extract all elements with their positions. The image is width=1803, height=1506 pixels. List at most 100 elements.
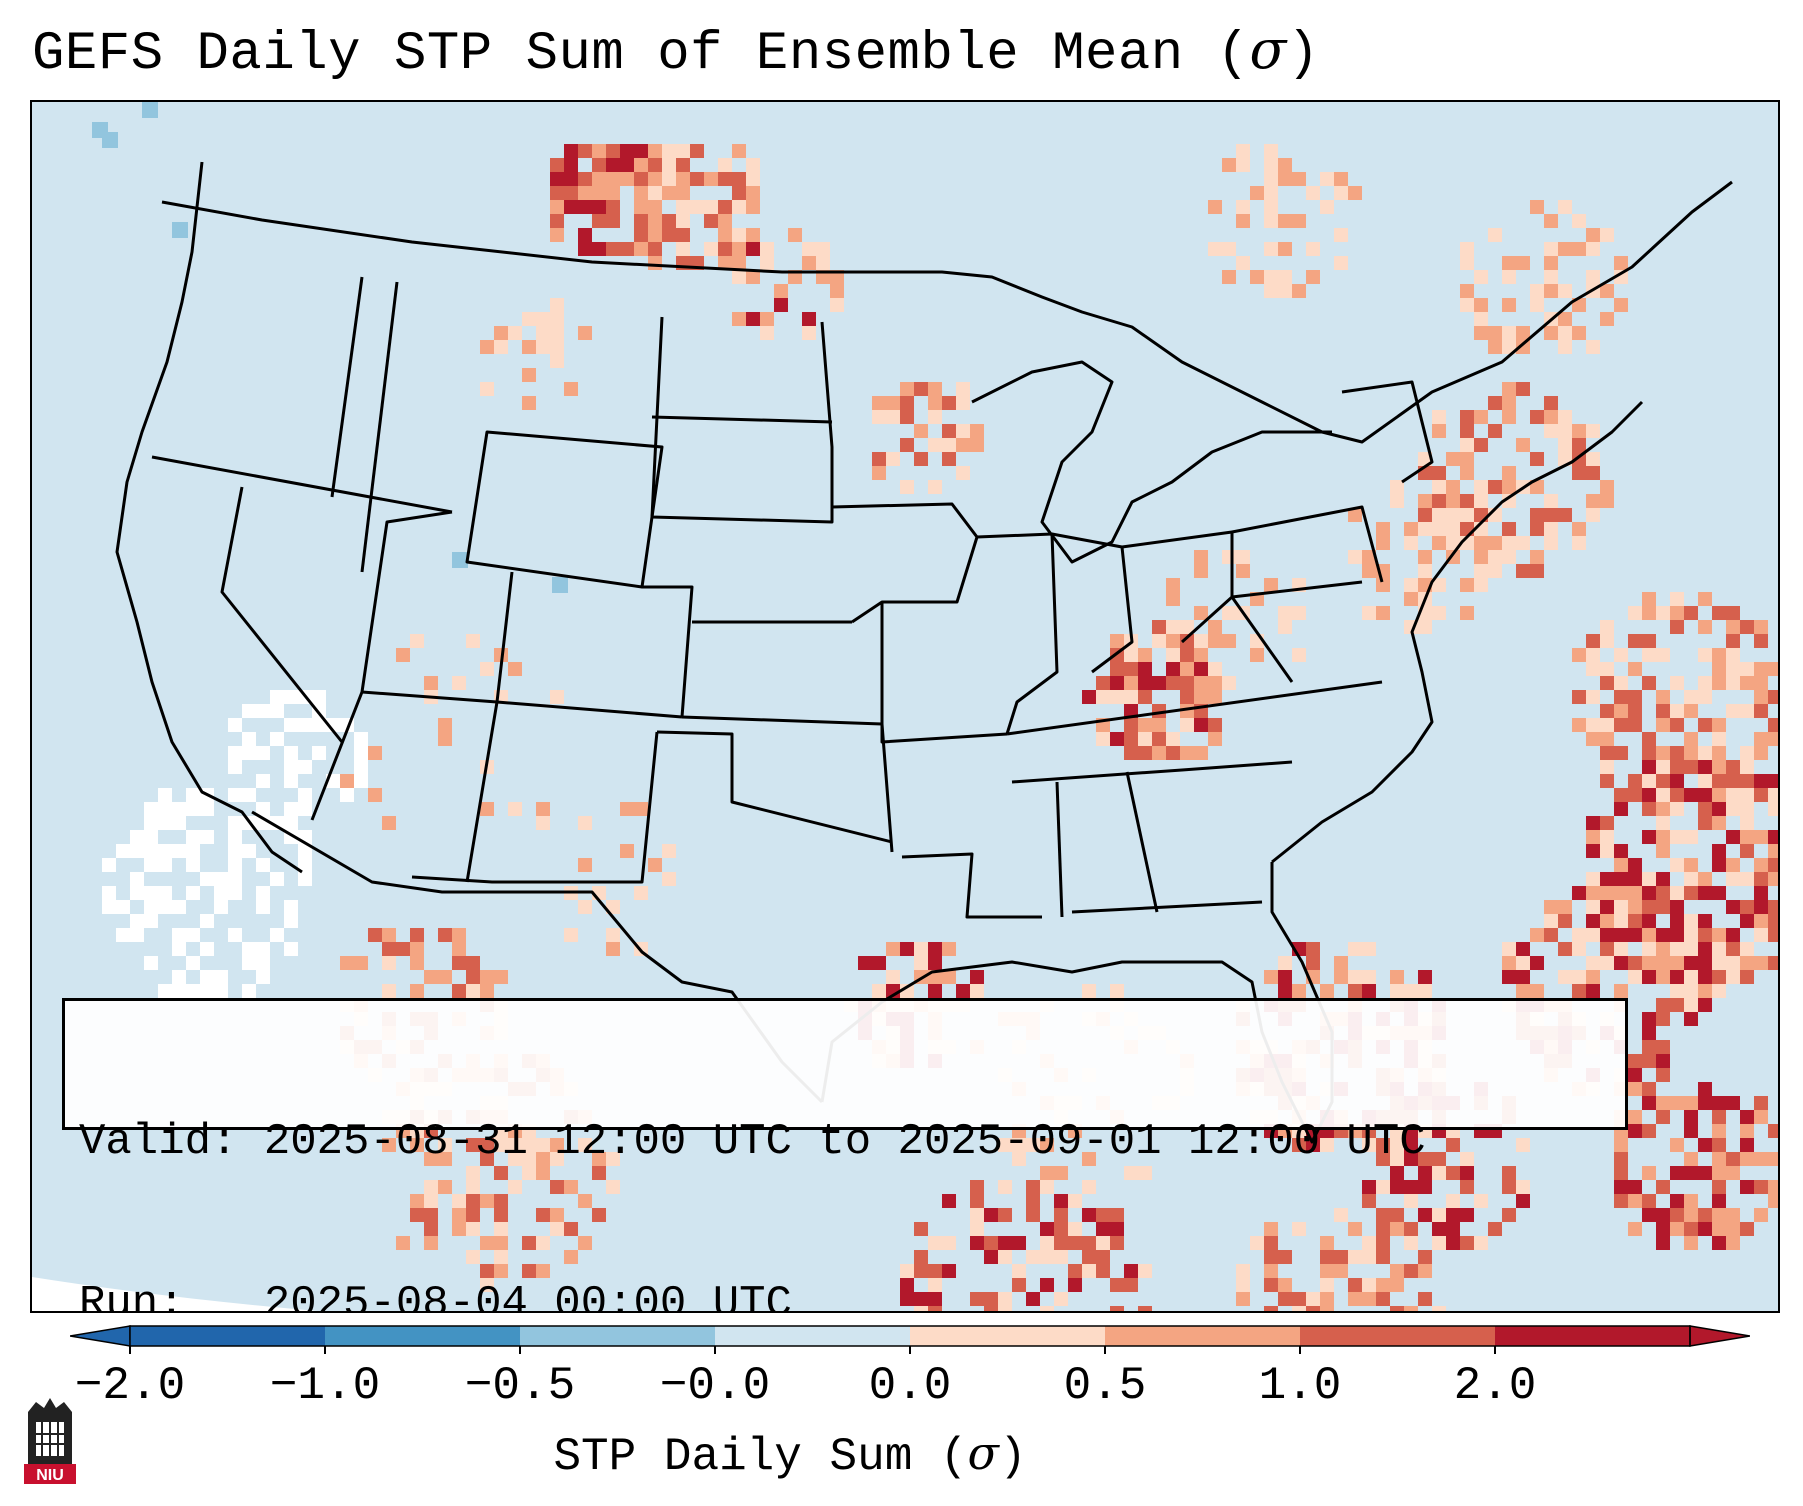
grid-cell: [1138, 676, 1152, 690]
grid-cell: [480, 382, 494, 396]
grid-cell: [1348, 1250, 1362, 1264]
grid-cell: [1418, 522, 1432, 536]
grid-cell: [606, 1152, 620, 1166]
grid-cell: [1404, 578, 1418, 592]
grid-cell: [592, 214, 606, 228]
grid-cell: [1544, 396, 1558, 410]
grid-cell: [242, 956, 256, 970]
chart-title: GEFS Daily STP Sum of Ensemble Mean (σ): [32, 18, 1320, 85]
grid-cell: [1614, 1194, 1628, 1208]
grid-cell: [1712, 1124, 1726, 1138]
grid-cell: [1138, 746, 1152, 760]
grid-cell: [200, 802, 214, 816]
grid-cell: [1488, 228, 1502, 242]
grid-cell: [970, 438, 984, 452]
grid-cell: [1446, 508, 1460, 522]
grid-cell: [1600, 228, 1614, 242]
grid-cell: [1110, 1306, 1124, 1311]
grid-cell: [788, 228, 802, 242]
grid-cell: [578, 172, 592, 186]
grid-cell: [480, 1194, 494, 1208]
grid-cell: [718, 172, 732, 186]
grid-cell: [1614, 1152, 1628, 1166]
grid-cell: [886, 970, 900, 984]
grid-cell: [1768, 914, 1778, 928]
grid-cell: [1558, 410, 1572, 424]
grid-cell: [886, 452, 900, 466]
grid-cell: [522, 1152, 536, 1166]
grid-cell: [620, 172, 634, 186]
grid-cell: [480, 970, 494, 984]
grid-cell: [1530, 452, 1544, 466]
grid-cell: [1656, 1180, 1670, 1194]
grid-cell: [1110, 690, 1124, 704]
grid-cell: [1376, 1236, 1390, 1250]
grid-cell: [1768, 830, 1778, 844]
grid-cell: [1600, 816, 1614, 830]
grid-cell: [606, 144, 620, 158]
grid-cell: [1278, 172, 1292, 186]
grid-cell: [1684, 886, 1698, 900]
grid-cell: [1698, 760, 1712, 774]
grid-cell: [1544, 508, 1558, 522]
grid-cell: [1516, 956, 1530, 970]
grid-cell: [1754, 1110, 1768, 1124]
grid-cell: [508, 1152, 522, 1166]
grid-cell: [1362, 984, 1376, 998]
grid-cell: [270, 704, 284, 718]
grid-cell: [256, 970, 270, 984]
grid-cell: [1670, 858, 1684, 872]
grid-cell: [1390, 1278, 1404, 1292]
grid-cell: [1558, 326, 1572, 340]
grid-cell: [1642, 942, 1656, 956]
colorbar-tick-label: 1.0: [1258, 1360, 1342, 1412]
grid-cell: [256, 886, 270, 900]
grid-cell: [634, 214, 648, 228]
grid-cell: [1684, 1222, 1698, 1236]
grid-cell: [1558, 424, 1572, 438]
grid-cell: [1768, 718, 1778, 732]
grid-cell: [1754, 830, 1768, 844]
grid-cell: [1586, 424, 1600, 438]
grid-cell: [914, 1250, 928, 1264]
grid-cell: [1600, 732, 1614, 746]
grid-cell: [1684, 872, 1698, 886]
grid-cell: [1222, 270, 1236, 284]
grid-cell: [1488, 326, 1502, 340]
grid-cell: [1082, 1236, 1096, 1250]
grid-cell: [1726, 970, 1740, 984]
grid-cell: [1278, 620, 1292, 634]
grid-cell: [1376, 1292, 1390, 1306]
grid-cell: [1768, 1194, 1778, 1208]
grid-cell: [396, 942, 410, 956]
grid-cell: [1306, 270, 1320, 284]
grid-cell: [1348, 1278, 1362, 1292]
grid-cell: [1684, 788, 1698, 802]
grid-cell: [1348, 970, 1362, 984]
grid-cell: [578, 326, 592, 340]
grid-cell: [1712, 1138, 1726, 1152]
grid-cell: [214, 984, 228, 998]
grid-cell: [1698, 1222, 1712, 1236]
grid-cell: [606, 1180, 620, 1194]
grid-cell: [1432, 424, 1446, 438]
grid-cell: [1656, 1054, 1670, 1068]
grid-cell: [662, 844, 676, 858]
east-coast: [1271, 400, 1644, 864]
grid-cell: [410, 1194, 424, 1208]
grid-cell: [1600, 872, 1614, 886]
grid-cell: [1334, 1250, 1348, 1264]
grid-cell: [1670, 774, 1684, 788]
grid-cell: [1684, 1194, 1698, 1208]
grid-cell: [1726, 872, 1740, 886]
grid-cell: [550, 1138, 564, 1152]
grid-cell: [536, 1138, 550, 1152]
grid-cell: [1362, 1138, 1376, 1152]
colorbar-tick-label: 2.0: [1453, 1360, 1537, 1412]
grid-cell: [1628, 900, 1642, 914]
grid-cell: [1194, 746, 1208, 760]
grid-cell: [1642, 970, 1656, 984]
grid-cell: [256, 802, 270, 816]
grid-cell: [1600, 886, 1614, 900]
grid-cell: [1376, 1208, 1390, 1222]
